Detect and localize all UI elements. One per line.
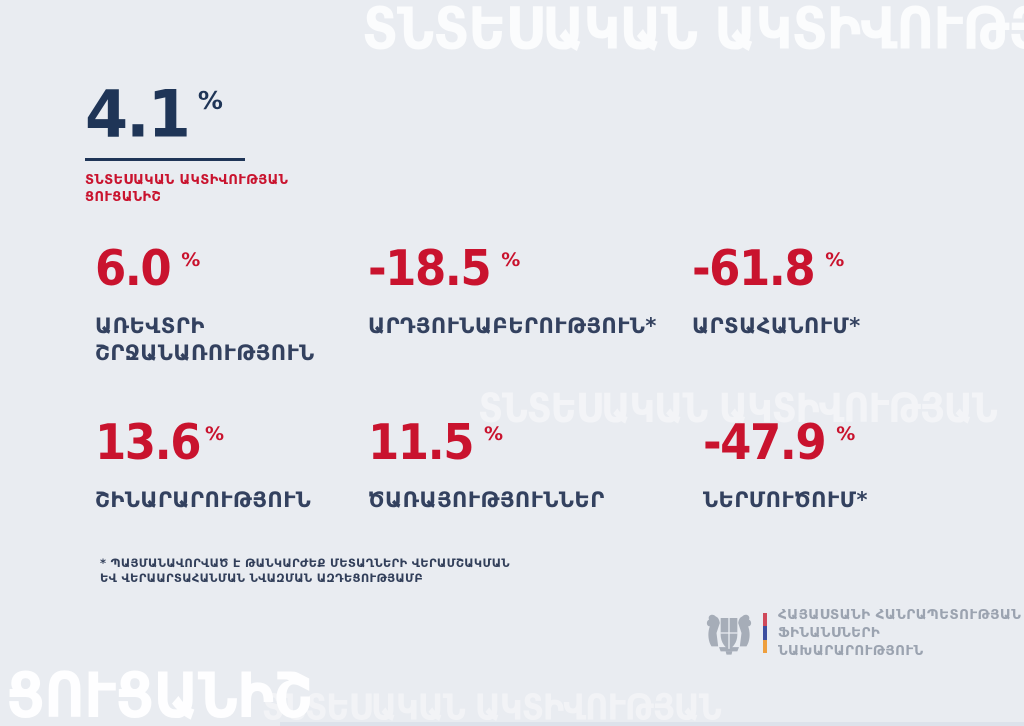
stat-construction: 13.6 % ՇԻՆԱՐԱՐՈՒԹՅՈՒՆ — [95, 413, 312, 514]
flag-red-band — [763, 613, 767, 627]
armenian-flag-stripe — [763, 613, 767, 653]
percent-sign: % — [501, 249, 521, 271]
stat-value: 6.0 — [95, 239, 172, 297]
percent-sign: % — [836, 423, 856, 445]
stat-number: -61.8 % — [692, 239, 861, 297]
title-watermark-bottom-tail: ՏՆՏԵՍԱԿԱՆ ԱԿՏԻՎՈՒԹՅԱՆ — [262, 686, 722, 726]
flag-blue-band — [763, 626, 767, 640]
ministry-logo: ՀԱՅԱՍՏԱՆԻ ՀԱՆՐԱՊԵՏՈՒԹՅԱՆ ՖԻՆԱՆՍՆԵՐԻ ՆԱԽԱ… — [704, 606, 1024, 660]
title-watermark-middle: ՏՆՏԵՍԱԿԱՆ ԱԿՏԻՎՈՒԹՅԱՆ — [478, 386, 998, 432]
percent-sign: % — [825, 249, 845, 271]
stat-import: -47.9 % ՆԵՐՄՈՒԾՈՒՄ* — [703, 413, 868, 514]
headline-number: 4.1 % — [85, 75, 288, 153]
coat-of-arms-armenia-icon — [706, 614, 752, 655]
headline-stat: 4.1 % ՏՆՏԵՍԱԿԱՆ ԱԿՏԻՎՈՒԹՅԱՆ ՑՈՒՑԱՆԻՇ — [85, 75, 289, 206]
headline-percent-sign: % — [197, 86, 223, 115]
stat-value: -61.8 — [692, 239, 816, 297]
stat-label: ԱՐՏԱՀԱՆՈՒՄ* — [692, 313, 861, 338]
stat-number: -18.5 % — [368, 239, 657, 297]
percent-sign: % — [205, 423, 225, 445]
bottom-watermark-word: ՑՈՒՑԱՆԻՇ — [6, 660, 313, 726]
headline-underline — [85, 157, 245, 161]
stat-value: 11.5 — [368, 413, 475, 471]
stat-number: 6.0 % — [95, 239, 315, 297]
flag-orange-band — [763, 639, 767, 653]
headline-value: 4.1 — [85, 75, 191, 153]
headline-caption: ՏՆՏԵՍԱԿԱՆ ԱԿՏԻՎՈՒԹՅԱՆ ՑՈՒՑԱՆԻՇ — [85, 172, 289, 205]
stat-services: 11.5 % ԾԱՌԱՅՈՒԹՅՈՒՆՆԵՐ — [368, 413, 605, 514]
stat-label: ՆԵՐՄՈՒԾՈՒՄ* — [703, 487, 868, 512]
stat-label: ՇԻՆԱՐԱՐՈՒԹՅՈՒՆ — [95, 487, 312, 512]
percent-sign: % — [181, 249, 201, 271]
percent-sign: % — [484, 423, 504, 445]
stat-value: 13.6 — [95, 413, 202, 471]
bottom-edge-strip — [280, 722, 1024, 726]
stat-value: -47.9 — [703, 413, 827, 471]
stat-export: -61.8 % ԱՐՏԱՀԱՆՈՒՄ* — [692, 239, 861, 340]
stat-label: ԱՌԵՎՏՐԻ ՇՐՋԱՆԱՌՈՒԹՅՈՒՆ — [95, 313, 315, 365]
stat-number: 11.5 % — [368, 413, 605, 471]
stat-label: ԾԱՌԱՅՈՒԹՅՈՒՆՆԵՐ — [368, 487, 605, 512]
stat-industry: -18.5 % ԱՐԴՅՈՒՆԱԲԵՐՈՒԹՅՈՒՆ* — [368, 239, 657, 340]
stat-label: ԱՐԴՅՈՒՆԱԲԵՐՈՒԹՅՈՒՆ* — [368, 313, 657, 338]
title-watermark-top: ՏՆՏԵՍԱԿԱՆ ԱԿՏԻՎՈՒԹՅԱՆ — [362, 0, 1024, 64]
ministry-name: ՀԱՅԱՍՏԱՆԻ ՀԱՆՐԱՊԵՏՈՒԹՅԱՆ ՖԻՆԱՆՍՆԵՐԻ ՆԱԽԱ… — [778, 607, 1022, 659]
footnote: * ՊԱՅՄԱՆԱՎՈՐՎԱԾ Է ԹԱՆԿԱՐԺԵՔ ՄԵՏԱՂՆԵՐԻ ՎԵ… — [100, 556, 510, 585]
stat-value: -18.5 — [368, 239, 492, 297]
stat-trade-turnover: 6.0 % ԱՌԵՎՏՐԻ ՇՐՋԱՆԱՌՈՒԹՅՈՒՆ — [95, 239, 315, 367]
stat-number: 13.6 % — [95, 413, 311, 471]
stat-number: -47.9 % — [703, 413, 868, 471]
